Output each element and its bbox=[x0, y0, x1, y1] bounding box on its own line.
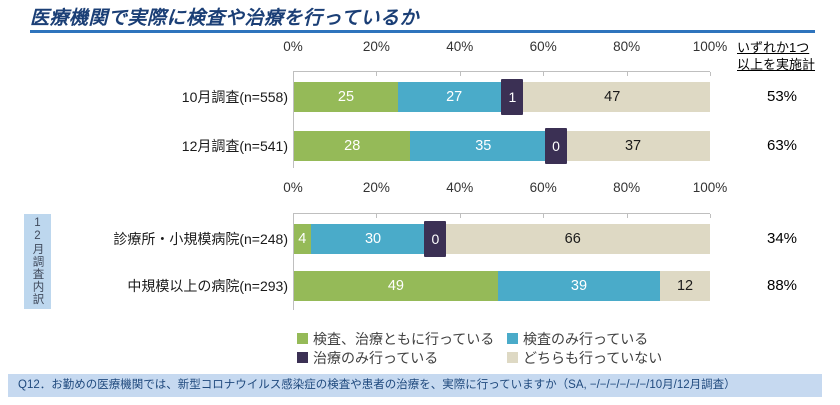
plot-area-chart2 bbox=[293, 213, 711, 310]
legend-item-both: 検査、治療ともに行っている bbox=[297, 330, 495, 347]
bar-segment-neither: 66 bbox=[435, 224, 710, 254]
bar-segment-neither: 12 bbox=[660, 271, 710, 301]
axis-tick-label: 60% bbox=[529, 180, 557, 195]
axis-tick-label: 40% bbox=[446, 180, 474, 195]
bar-segment-test-only: 27 bbox=[398, 82, 511, 112]
axis-tick-label: 80% bbox=[613, 180, 641, 195]
total-percentage: 63% bbox=[766, 137, 798, 154]
question-footnote-text: Q12．お勤めの医療機関では、新型コロナウイルス感染症の検査や患者の治療を、実際… bbox=[18, 379, 736, 391]
bar-segment-neither: 37 bbox=[556, 131, 710, 161]
summary-column-header: いずれか1つ 以上を実施計 bbox=[737, 39, 839, 73]
legend-swatch-neither bbox=[507, 352, 518, 363]
legend-label: 検査、治療ともに行っている bbox=[313, 330, 495, 347]
total-percentage: 88% bbox=[766, 277, 798, 294]
summary-header-line2: 以上を実施計 bbox=[737, 57, 816, 72]
bar-segment-test-only: 30 bbox=[310, 224, 436, 254]
category-label: 12月調査(n=541) bbox=[181, 138, 288, 154]
legend-item-treat-only: 治療のみ行っている bbox=[297, 349, 439, 366]
legend-item-test-only: 検査のみ行っている bbox=[507, 330, 649, 347]
stacked-bar: 28 35 0 37 bbox=[294, 128, 710, 164]
stacked-bar: 49 39 12 bbox=[294, 271, 710, 301]
legend-label: 治療のみ行っている bbox=[313, 349, 439, 366]
plot-area-chart1 bbox=[293, 71, 711, 168]
summary-header-line1: いずれか1つ bbox=[737, 40, 810, 55]
axis-tick-mark bbox=[710, 214, 711, 218]
segment-label-treat-only: 1 bbox=[501, 79, 524, 115]
bar-segment-test-only: 39 bbox=[497, 271, 661, 301]
axis-tick-label: 20% bbox=[362, 39, 390, 54]
december-breakdown-label: 12月調査内訳 bbox=[31, 217, 44, 306]
axis-tick-mark bbox=[626, 72, 628, 76]
bar-segment-both: 4 bbox=[294, 224, 311, 254]
legend-label: 検査のみ行っている bbox=[523, 330, 649, 347]
total-percentage: 34% bbox=[766, 230, 798, 247]
axis-tick-mark bbox=[459, 214, 461, 218]
bar-segment-test-only: 35 bbox=[410, 131, 557, 161]
stacked-bar: 4 30 0 66 bbox=[294, 221, 710, 257]
category-label: 10月調査(n=558) bbox=[181, 89, 288, 105]
axis-tick-label: 60% bbox=[529, 39, 557, 54]
axis-tick-mark bbox=[626, 214, 628, 218]
axis-tick-label: 100% bbox=[692, 180, 728, 195]
category-label: 診療所・小規模病院(n=248) bbox=[113, 231, 288, 247]
legend-label: どちらも行っていない bbox=[523, 349, 663, 366]
axis-tick-label: 40% bbox=[446, 39, 474, 54]
bar-segment-both: 28 bbox=[294, 131, 411, 161]
legend-swatch-both bbox=[297, 333, 308, 344]
segment-label-treat-only: 0 bbox=[424, 221, 447, 257]
axis-tick-label: 100% bbox=[692, 39, 728, 54]
bar-segment-neither: 47 bbox=[514, 82, 710, 112]
total-percentage: 53% bbox=[766, 88, 798, 105]
bar-segment-both: 49 bbox=[294, 271, 498, 301]
axis-tick-mark bbox=[543, 214, 545, 218]
axis-tick-mark bbox=[459, 72, 461, 76]
axis-tick-mark bbox=[543, 72, 545, 76]
axis-tick-label: 0% bbox=[283, 39, 303, 54]
axis-tick-mark bbox=[376, 214, 378, 218]
axis-tick-mark bbox=[376, 72, 378, 76]
segment-label-treat-only: 0 bbox=[545, 128, 568, 164]
axis-tick-mark bbox=[293, 214, 294, 218]
legend-item-neither: どちらも行っていない bbox=[507, 349, 663, 366]
axis-tick-label: 80% bbox=[613, 39, 641, 54]
question-footnote-bar: Q12．お勤めの医療機関では、新型コロナウイルス感染症の検査や患者の治療を、実際… bbox=[8, 374, 822, 397]
page-title: 医療機関で実際に検査や治療を行っているか bbox=[30, 8, 420, 29]
axis-tick-mark bbox=[710, 72, 711, 76]
legend-swatch-treat-only bbox=[297, 352, 308, 363]
title-underline bbox=[30, 30, 815, 33]
legend-swatch-test-only bbox=[507, 333, 518, 344]
axis-tick-mark bbox=[293, 72, 294, 76]
bar-segment-both: 25 bbox=[294, 82, 398, 112]
axis-tick-label: 20% bbox=[362, 180, 390, 195]
category-label: 中規模以上の病院(n=293) bbox=[127, 278, 288, 294]
december-breakdown-box: 12月調査内訳 bbox=[24, 214, 51, 309]
axis-tick-label: 0% bbox=[283, 180, 303, 195]
stacked-bar: 25 27 1 47 bbox=[294, 79, 710, 115]
